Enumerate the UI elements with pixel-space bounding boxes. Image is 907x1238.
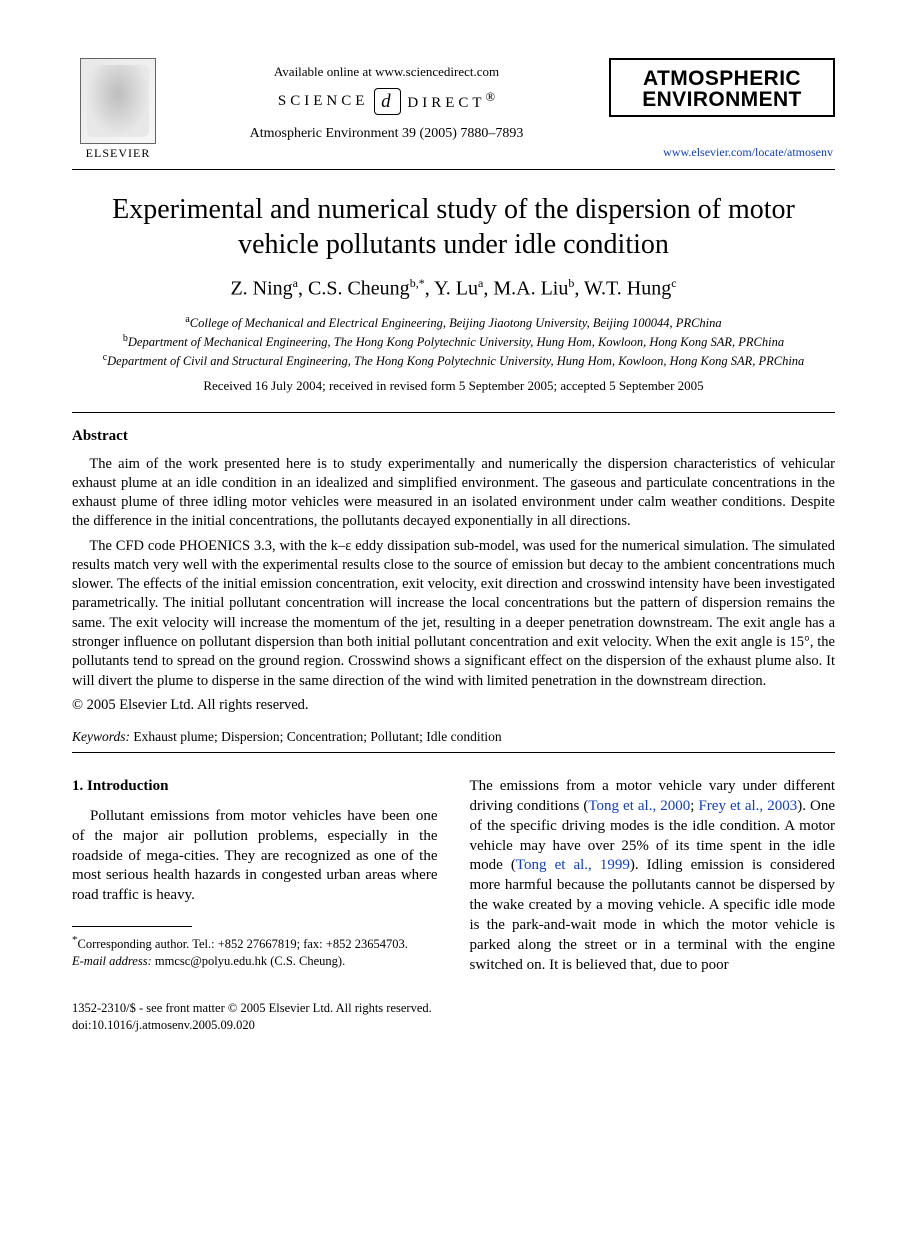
abstract-section: Abstract The aim of the work presented h… bbox=[72, 427, 835, 714]
abstract-heading: Abstract bbox=[72, 427, 835, 446]
authors-line: Z. Ninga, C.S. Cheungb,*, Y. Lua, M.A. L… bbox=[72, 276, 835, 302]
article-dates: Received 16 July 2004; received in revis… bbox=[72, 378, 835, 395]
sd-word-right: DIRECT® bbox=[407, 89, 495, 113]
keywords-values: Exhaust plume; Dispersion; Concentration… bbox=[133, 729, 501, 744]
sciencedirect-logo: SCIENCE d DIRECT® bbox=[178, 88, 595, 115]
keywords-line: Keywords: Exhaust plume; Dispersion; Con… bbox=[72, 728, 835, 745]
email-label: E-mail address: bbox=[72, 954, 152, 968]
journal-name-1: ATMOSPHERIC bbox=[617, 68, 827, 89]
intro-para-left: Pollutant emissions from motor vehicles … bbox=[72, 807, 438, 907]
available-online-text: Available online at www.sciencedirect.co… bbox=[178, 64, 595, 81]
affiliations: aCollege of Mechanical and Electrical En… bbox=[72, 313, 835, 370]
section-1-heading: 1. Introduction bbox=[72, 777, 438, 797]
citation-line: Atmospheric Environment 39 (2005) 7880–7… bbox=[178, 125, 595, 143]
elsevier-tree-icon bbox=[80, 58, 156, 144]
email-value: mmcsc@polyu.edu.hk (C.S. Cheung). bbox=[155, 954, 345, 968]
header-center: Available online at www.sciencedirect.co… bbox=[164, 58, 609, 143]
abstract-bottom-rule bbox=[72, 752, 835, 753]
abstract-para-1: The aim of the work presented here is to… bbox=[72, 455, 835, 532]
abstract-top-rule bbox=[72, 412, 835, 413]
sd-word-left: SCIENCE bbox=[278, 92, 369, 111]
intro-para-right: The emissions from a motor vehicle vary … bbox=[470, 777, 836, 976]
keywords-label: Keywords: bbox=[72, 729, 130, 744]
right-column: The emissions from a motor vehicle vary … bbox=[470, 777, 836, 976]
journal-title-box: ATMOSPHERIC ENVIRONMENT bbox=[609, 58, 835, 117]
copyright-line: © 2005 Elsevier Ltd. All rights reserved… bbox=[72, 696, 835, 715]
page-footer: 1352-2310/$ - see front matter © 2005 El… bbox=[72, 1000, 835, 1034]
citation-link[interactable]: Frey et al., 2003 bbox=[698, 798, 797, 814]
citation-link[interactable]: Tong et al., 1999 bbox=[516, 857, 630, 873]
article-title: Experimental and numerical study of the … bbox=[90, 192, 817, 262]
body-columns: 1. Introduction Pollutant emissions from… bbox=[72, 777, 835, 976]
header-rule bbox=[72, 169, 835, 170]
publisher-logo-box: ELSEVIER bbox=[72, 58, 164, 161]
sd-d-icon: d bbox=[374, 88, 401, 115]
footnotes: *Corresponding author. Tel.: +852 276678… bbox=[72, 933, 438, 969]
left-column: 1. Introduction Pollutant emissions from… bbox=[72, 777, 438, 976]
footnote-separator bbox=[72, 926, 192, 927]
abstract-para-2: The CFD code PHOENICS 3.3, with the k–ε … bbox=[72, 537, 835, 691]
issn-front-matter: 1352-2310/$ - see front matter © 2005 El… bbox=[72, 1000, 835, 1017]
email-note: E-mail address: mmcsc@polyu.edu.hk (C.S.… bbox=[72, 953, 438, 969]
publisher-label: ELSEVIER bbox=[72, 146, 164, 161]
journal-box-wrap: ATMOSPHERIC ENVIRONMENT www.elsevier.com… bbox=[609, 58, 835, 160]
doi-line: doi:10.1016/j.atmosenv.2005.09.020 bbox=[72, 1017, 835, 1034]
page-header: ELSEVIER Available online at www.science… bbox=[72, 58, 835, 161]
journal-name-2: ENVIRONMENT bbox=[617, 89, 827, 110]
citation-link[interactable]: Tong et al., 2000 bbox=[588, 798, 690, 814]
journal-url[interactable]: www.elsevier.com/locate/atmosenv bbox=[609, 145, 835, 160]
corresponding-author-note: *Corresponding author. Tel.: +852 276678… bbox=[72, 933, 438, 952]
